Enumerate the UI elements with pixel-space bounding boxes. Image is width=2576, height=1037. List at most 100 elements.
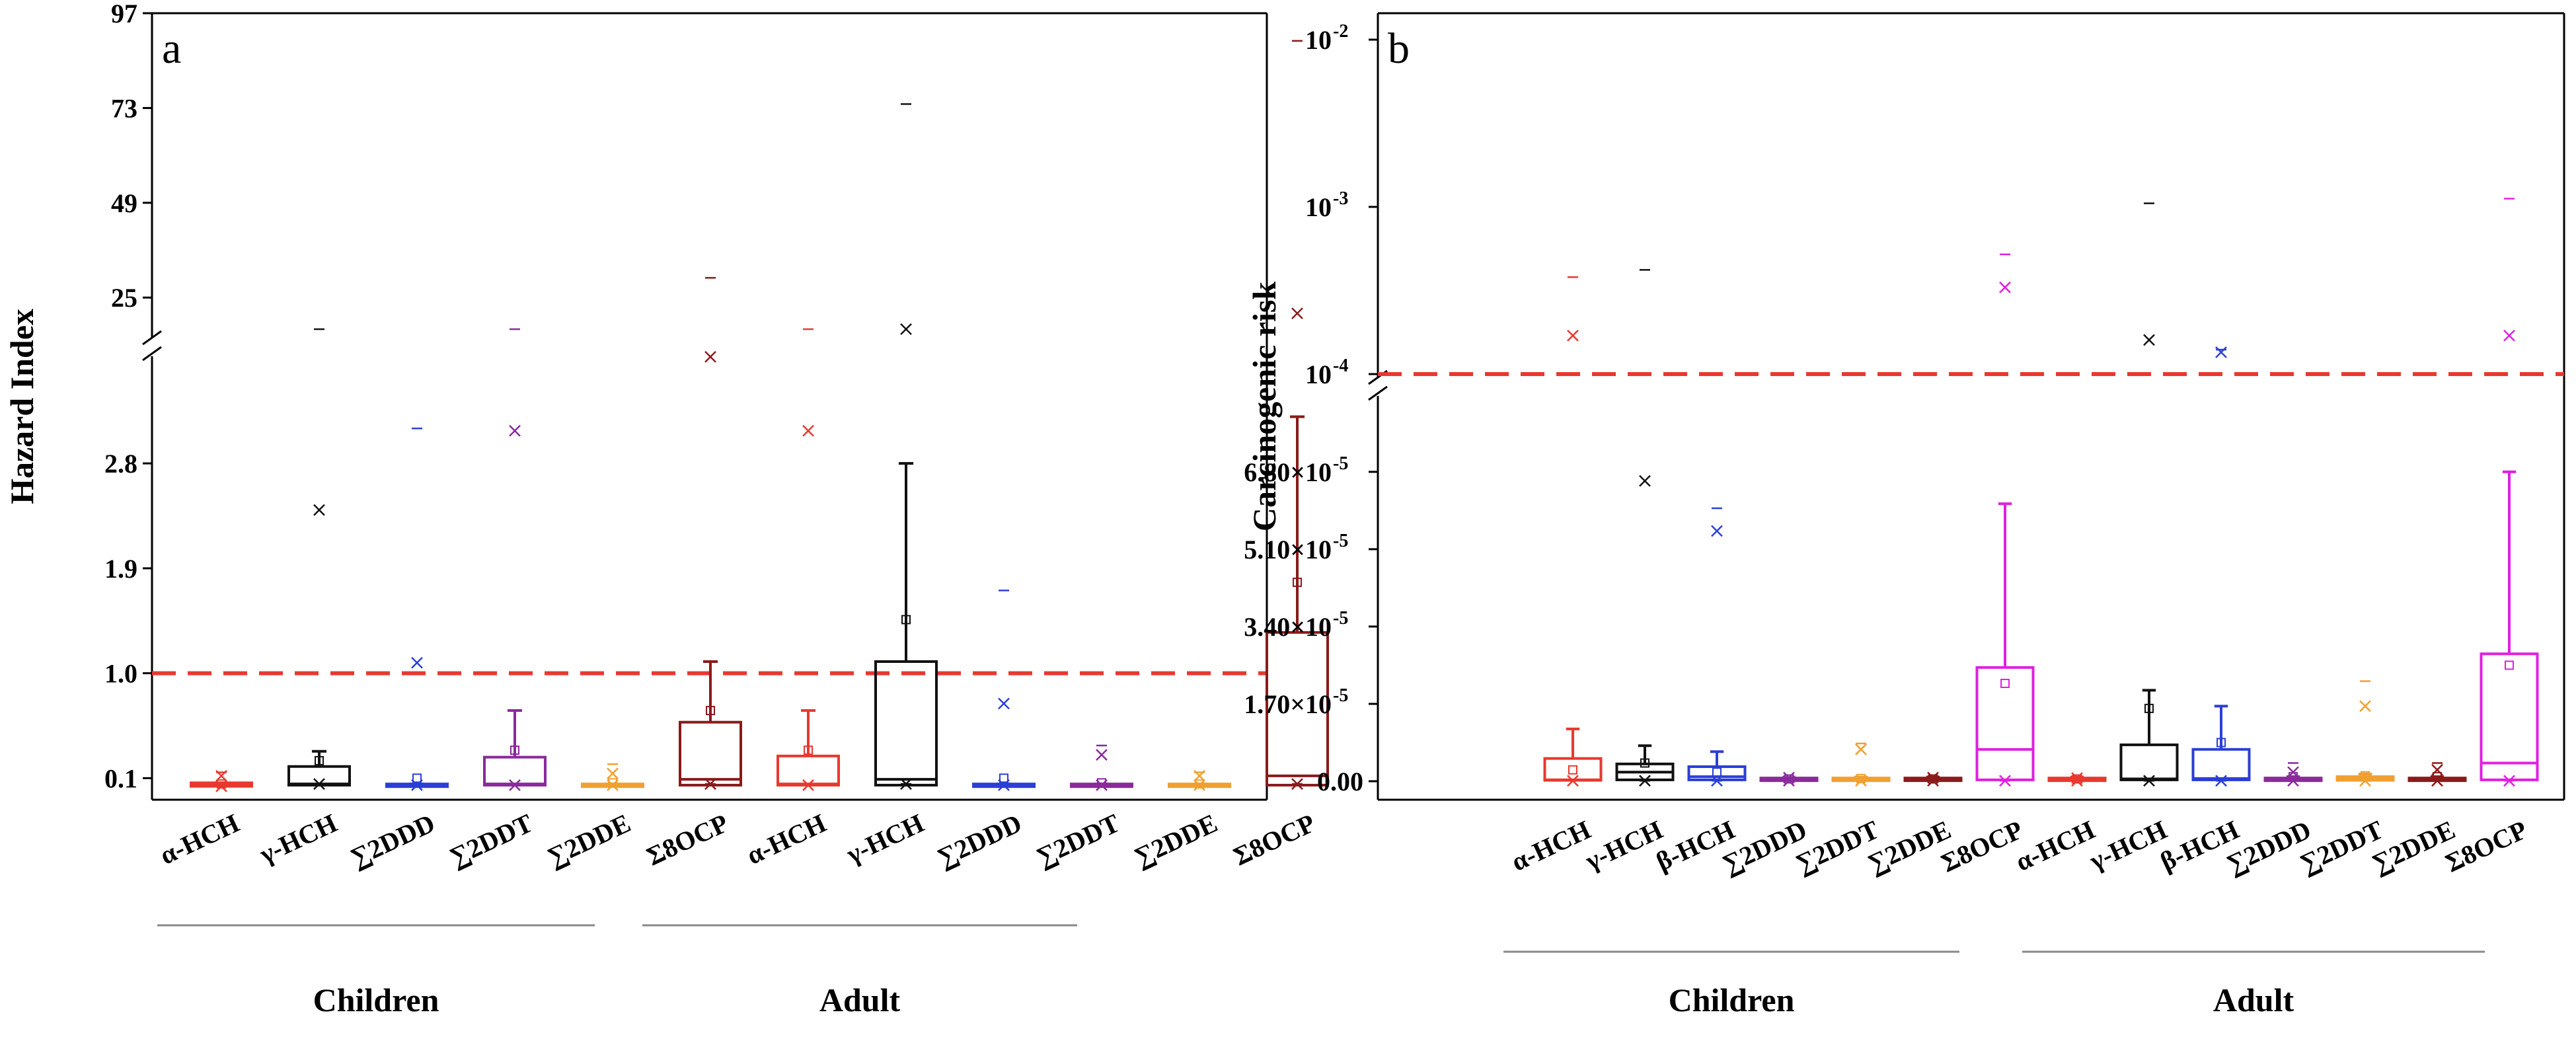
y-tick-mantissa: 1.70×10 [1244,689,1332,719]
x-category-label: γ-HCH [1580,814,1667,876]
panel-letter: a [162,24,181,73]
mean-marker [510,746,519,755]
box-iqr [2191,748,2251,781]
p99-marker [1711,525,1723,537]
mean-marker [1293,578,1302,588]
y-axis-title: Hazard Index [3,309,40,504]
box-8 [972,590,1036,791]
x-category-label: α-HCH [742,808,831,870]
box-11 [1266,40,1329,790]
box-2 [385,427,449,791]
box-1 [287,328,351,790]
y-tick-label: 73 [111,93,137,123]
x-category-label: ∑2DDD [346,808,439,872]
box-2 [1687,507,1747,787]
y-tick-label: 1.9 [104,554,137,584]
mean-marker [1640,758,1649,768]
axis-break-mark [1368,385,1388,401]
y-tick-label: 49 [111,188,137,218]
y-tick-mantissa: 5.10×10 [1244,535,1332,564]
y-tick-text: 73 [111,93,137,123]
box-6 [777,328,840,791]
x-category-label: ∑2DDT [445,808,537,872]
mean-marker [608,778,617,788]
x-category-label: ∑2DDD [1718,814,1811,879]
box-8 [2119,202,2179,787]
y-tick-text: 0.1 [104,763,137,793]
y-tick-exponent: -2 [1333,21,1348,42]
mean-marker [1928,774,1938,784]
y-tick-exponent: -5 [1333,685,1348,706]
y-tick-label: 1.70×10-5 [1244,685,1348,719]
p99-marker [1291,307,1303,320]
group-label: Children [313,981,439,1018]
box-iqr [1975,666,2035,781]
y-tick-text: 2.8 [104,449,137,479]
group-label: Children [1669,981,1795,1018]
y-tick-mantissa: 3.40×10 [1244,612,1332,642]
box-7 [874,103,938,790]
p99-marker [509,424,521,437]
x-category-label: γ-HCH [2084,814,2172,876]
mean-marker [2144,703,2154,713]
box-3 [483,328,547,791]
x-category-label: α-HCH [155,808,244,870]
y-tick-label: 2.8 [104,449,137,479]
x-category-label: ∑2DDT [1032,808,1124,872]
p99-marker [607,767,619,780]
p99-marker [1639,475,1651,487]
y-tick-text: 0.00 [1317,767,1363,796]
y-tick-label: 10-4 [1305,356,1348,389]
y-axis-title: Carcinogenic risk [1246,282,1283,531]
box-iqr [777,754,840,787]
p99-marker [2359,700,2371,712]
y-tick-exponent: -4 [1333,356,1348,376]
box-13 [2480,198,2539,787]
y-tick-label: 1.0 [104,659,137,689]
mean-marker [1856,773,1866,783]
p1-marker [802,779,814,791]
p99-marker [1567,329,1579,342]
x-category-label: Σ8OCP [642,808,732,871]
y-tick-label: 3.40×10-5 [1244,608,1348,642]
x-category-label: ∑2DDT [1791,814,1883,878]
y-tick-text: 1.0 [104,659,137,689]
mean-marker [1097,778,1106,788]
p99-marker [802,424,814,437]
x-category-label: ∑2DDD [2222,814,2316,879]
x-category-label: γ-HCH [841,808,928,869]
x-category-label: γ-HCH [254,808,342,869]
y-tick-label: 0.00 [1317,767,1363,796]
axis-break-mark [142,330,162,346]
y-tick-exponent: -5 [1333,531,1348,551]
mean-marker [1568,765,1577,775]
box-5 [679,277,742,790]
mean-marker [1784,774,1794,784]
box-9 [2191,346,2251,787]
x-category-label: ∑2DDE [543,808,635,872]
box-4 [1831,742,1891,787]
x-category-label: ∑2DDE [1129,808,1222,872]
p99-marker [2215,346,2227,358]
mean-marker [901,615,911,625]
x-category-label: ∑2DDT [2295,814,2388,878]
x-category-label: ∑2DDE [2367,814,2460,878]
box-10 [2263,762,2323,787]
box-iqr [2119,743,2179,781]
y-tick-text: 25 [111,283,137,313]
y-tick-mantissa: 10 [1305,360,1332,389]
mean-marker [412,773,422,783]
y-tick-mantissa: 10 [1305,192,1332,222]
y-tick-label: 25 [111,283,137,313]
box-1 [1615,269,1675,787]
mean-marker [2216,738,2226,748]
p1-marker [215,780,227,792]
mean-marker [804,746,813,755]
y-tick-exponent: -5 [1333,608,1348,629]
y-tick-label: 97 [111,0,137,28]
y-tick-exponent: -5 [1333,453,1348,474]
box-6 [1975,253,2035,787]
x-category-label: Σ8OCP [2441,814,2531,878]
